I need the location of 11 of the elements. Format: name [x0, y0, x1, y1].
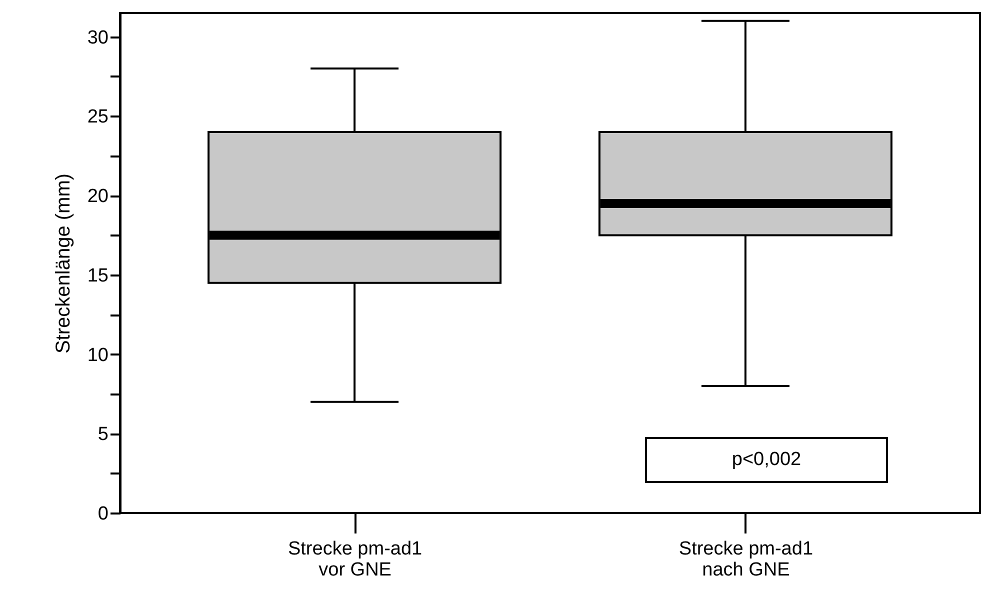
y-tick-label: 5: [98, 424, 108, 446]
x-tick-label: Strecke pm-ad1 vor GNE: [288, 538, 422, 580]
y-tick-label: 25: [87, 106, 108, 128]
y-tick-label: 30: [87, 27, 108, 48]
y-tick-label: 10: [87, 344, 108, 366]
text-box: p<0,002: [645, 437, 888, 483]
y-tick-label: 15: [87, 265, 108, 286]
y-tick-label: 0: [98, 504, 108, 524]
y-tick-label: 20: [87, 186, 108, 208]
y-axis-title: Streckenlänge (mm): [52, 173, 74, 354]
x-tick-label: Strecke pm-ad1 nach GNE: [678, 538, 814, 580]
